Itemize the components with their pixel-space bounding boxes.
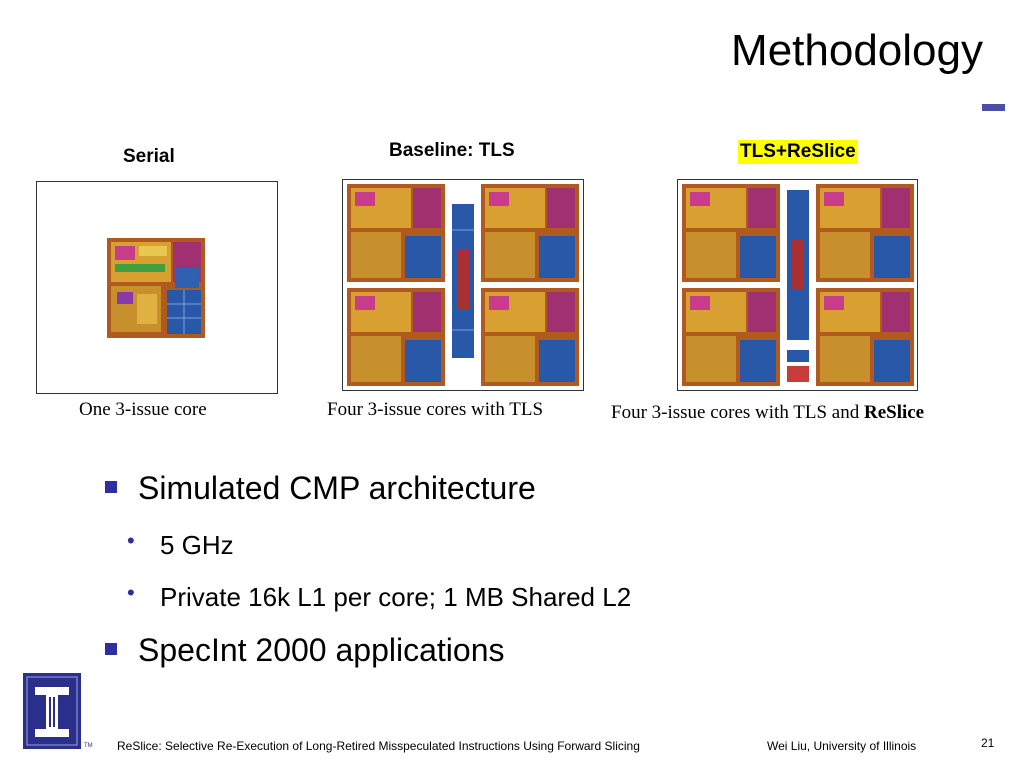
bullet-text: SpecInt 2000 applications [138, 632, 505, 668]
reslice-caption: Four 3-issue cores with TLS and ReSlice [611, 402, 924, 424]
slide-title: Methodology [731, 26, 983, 75]
serial-die-frame [36, 181, 278, 394]
baseline-die-frame [342, 179, 584, 391]
bullet-text: 5 GHz [160, 530, 234, 560]
title-divider-rule [982, 104, 1004, 111]
serial-caption: One 3-issue core [79, 399, 207, 420]
bullet-dot: • [127, 580, 135, 605]
core-die-image [107, 238, 205, 338]
bullet-square [105, 481, 117, 493]
reslice-die-frame [677, 179, 918, 391]
reslice-heading: TLS+ReSlice [738, 140, 858, 164]
page-number: 21 [981, 736, 995, 750]
bullet-square [105, 643, 117, 655]
bullet-dot: • [127, 528, 135, 553]
footer-author: Wei Liu, University of Illinois [767, 739, 917, 753]
reslice-cmp-die [682, 184, 914, 386]
reslice-caption-bold: ReSlice [863, 402, 925, 423]
footer-paper-title: ReSlice: Selective Re-Execution of Long-… [117, 739, 640, 753]
logo-trademark: TM [84, 743, 93, 749]
baseline-cmp-die [347, 184, 579, 386]
bullet-text: Simulated CMP architecture [138, 470, 536, 506]
reslice-caption-plain: Four 3-issue cores with TLS and [611, 402, 864, 423]
bullet-text: Private 16k L1 per core; 1 MB Shared L2 [160, 582, 632, 612]
baseline-caption: Four 3-issue cores with TLS [327, 399, 544, 420]
baseline-heading: Baseline: TLS [389, 140, 515, 161]
serial-heading: Serial [123, 146, 175, 167]
university-logo [23, 673, 81, 749]
